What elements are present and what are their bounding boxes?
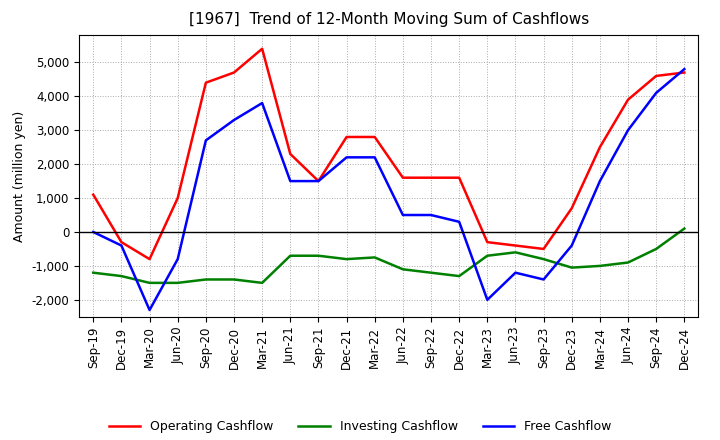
Investing Cashflow (145, 280, 154, 286)
Investing Cashflow (455, 273, 464, 279)
Investing Cashflow (483, 253, 492, 258)
Investing Cashflow (567, 265, 576, 270)
Investing Cashflow (202, 277, 210, 282)
Operating Cashflow (680, 70, 688, 75)
Line: Operating Cashflow: Operating Cashflow (94, 49, 684, 259)
Investing Cashflow (230, 277, 238, 282)
Operating Cashflow (427, 175, 436, 180)
Line: Free Cashflow: Free Cashflow (94, 69, 684, 310)
Operating Cashflow (202, 80, 210, 85)
Free Cashflow (342, 155, 351, 160)
Free Cashflow (230, 117, 238, 123)
Operating Cashflow (567, 205, 576, 211)
Free Cashflow (680, 66, 688, 72)
Investing Cashflow (652, 246, 660, 252)
Investing Cashflow (680, 226, 688, 231)
Free Cashflow (624, 128, 632, 133)
Investing Cashflow (427, 270, 436, 275)
Operating Cashflow (624, 97, 632, 103)
Free Cashflow (455, 219, 464, 224)
Investing Cashflow (539, 257, 548, 262)
Free Cashflow (539, 277, 548, 282)
Free Cashflow (89, 229, 98, 235)
Investing Cashflow (399, 267, 408, 272)
Investing Cashflow (370, 255, 379, 260)
Y-axis label: Amount (million yen): Amount (million yen) (13, 110, 26, 242)
Operating Cashflow (342, 134, 351, 139)
Investing Cashflow (286, 253, 294, 258)
Free Cashflow (286, 179, 294, 184)
Operating Cashflow (314, 179, 323, 184)
Investing Cashflow (174, 280, 182, 286)
Operating Cashflow (399, 175, 408, 180)
Investing Cashflow (117, 273, 126, 279)
Operating Cashflow (370, 134, 379, 139)
Operating Cashflow (455, 175, 464, 180)
Operating Cashflow (511, 243, 520, 248)
Free Cashflow (595, 179, 604, 184)
Investing Cashflow (258, 280, 266, 286)
Line: Investing Cashflow: Investing Cashflow (94, 229, 684, 283)
Operating Cashflow (145, 257, 154, 262)
Free Cashflow (117, 243, 126, 248)
Free Cashflow (145, 308, 154, 313)
Free Cashflow (427, 213, 436, 218)
Investing Cashflow (89, 270, 98, 275)
Free Cashflow (174, 257, 182, 262)
Operating Cashflow (117, 239, 126, 245)
Free Cashflow (511, 270, 520, 275)
Free Cashflow (202, 138, 210, 143)
Investing Cashflow (595, 263, 604, 268)
Operating Cashflow (595, 144, 604, 150)
Free Cashflow (483, 297, 492, 302)
Operating Cashflow (89, 192, 98, 197)
Operating Cashflow (230, 70, 238, 75)
Free Cashflow (314, 179, 323, 184)
Investing Cashflow (342, 257, 351, 262)
Legend: Operating Cashflow, Investing Cashflow, Free Cashflow: Operating Cashflow, Investing Cashflow, … (104, 415, 616, 438)
Operating Cashflow (483, 239, 492, 245)
Operating Cashflow (539, 246, 548, 252)
Free Cashflow (567, 243, 576, 248)
Free Cashflow (370, 155, 379, 160)
Operating Cashflow (174, 195, 182, 201)
Free Cashflow (652, 90, 660, 95)
Title: [1967]  Trend of 12-Month Moving Sum of Cashflows: [1967] Trend of 12-Month Moving Sum of C… (189, 12, 589, 27)
Free Cashflow (399, 213, 408, 218)
Operating Cashflow (652, 73, 660, 79)
Free Cashflow (258, 100, 266, 106)
Operating Cashflow (286, 151, 294, 157)
Investing Cashflow (624, 260, 632, 265)
Investing Cashflow (314, 253, 323, 258)
Operating Cashflow (258, 46, 266, 51)
Investing Cashflow (511, 249, 520, 255)
